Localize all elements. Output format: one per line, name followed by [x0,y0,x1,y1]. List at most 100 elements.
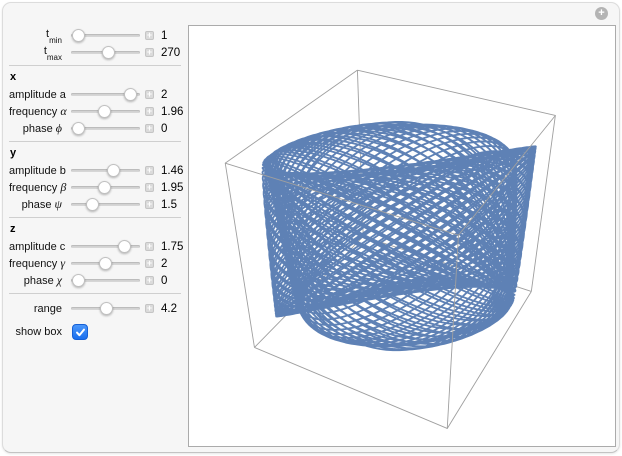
section-heading-y: y [10,147,17,159]
symbol-frequency-alpha: α [60,104,67,118]
expand-input-button-frequency-gamma[interactable]: + [145,258,154,268]
expand-input-button-range[interactable]: + [145,303,154,313]
slider-phase-psi[interactable] [71,198,140,211]
slider-amplitude-a[interactable] [71,88,140,101]
expand-input-button-amplitude-a[interactable]: + [145,89,154,99]
slider-thumb[interactable] [72,29,86,42]
control-row-phase-chi: phase χ +0 [9,272,181,289]
plot-panel [188,25,616,447]
slider-amplitude-c[interactable] [71,240,140,253]
expand-input-button-amplitude-b[interactable]: + [145,165,154,175]
slider-track[interactable] [71,93,140,96]
symbol-phase-phi: ϕ [55,121,62,135]
label-amplitude-a: amplitude a [9,88,66,101]
slider-range[interactable] [71,302,140,315]
control-row-range: range +4.2 [9,300,181,317]
value-amplitude-a: 2 [161,88,168,101]
lissajous-3d-plot[interactable] [189,26,615,446]
control-row-amplitude-a: amplitude a +2 [9,86,181,103]
control-row-frequency-alpha: frequency α +1.96 [9,103,184,120]
checkmark-icon [75,328,85,336]
symbol-frequency-gamma: γ [60,256,66,270]
section-divider [9,217,181,218]
value-amplitude-c: 1.75 [161,240,184,253]
value-t-min: 1 [161,29,168,42]
control-row-amplitude-c: amplitude c +1.75 [9,238,184,255]
label-show-box: show box [15,326,62,338]
expand-input-button-amplitude-c[interactable]: + [145,241,154,251]
expand-plus-icon[interactable]: + [595,7,608,20]
label-phase-chi: phase χ [23,273,62,287]
expand-input-button-frequency-beta[interactable]: + [145,182,154,192]
value-phase-chi: 0 [161,274,168,287]
expand-input-button-phase-chi[interactable]: + [145,275,154,285]
expand-input-button-frequency-alpha[interactable]: + [145,106,154,116]
control-row-t-min: tmin +1 [9,27,181,44]
value-frequency-gamma: 2 [161,257,168,270]
label-frequency-gamma: frequency γ [9,256,66,270]
slider-thumb[interactable] [72,122,86,135]
section-heading-x: x [10,71,17,83]
control-row-phase-phi: phase ϕ +0 [9,120,181,137]
section-divider [9,65,181,66]
label-amplitude-c: amplitude c [9,240,66,253]
slider-thumb[interactable] [99,257,112,270]
label-range: range [33,302,62,315]
slider-track[interactable] [71,169,140,172]
value-frequency-beta: 1.95 [161,181,184,194]
slider-track[interactable] [71,203,140,206]
slider-thumb[interactable] [85,198,99,211]
slider-thumb[interactable] [98,105,112,118]
symbol-phase-psi: ψ [54,197,62,211]
slider-phase-phi[interactable] [71,122,140,135]
control-row-show-box: show box [9,322,181,342]
slider-frequency-gamma[interactable] [71,257,140,270]
label-phase-phi: phase ϕ [22,121,62,135]
value-amplitude-b: 1.46 [161,164,184,177]
expand-input-button-t-max[interactable]: + [145,47,154,57]
slider-thumb[interactable] [100,302,114,315]
slider-thumb[interactable] [107,164,121,177]
slider-track[interactable] [71,127,140,130]
label-frequency-beta: frequency β [9,180,67,194]
slider-track[interactable] [71,245,140,248]
slider-phase-chi[interactable] [71,274,140,287]
slider-thumb[interactable] [72,274,86,287]
label-frequency-alpha: frequency α [9,104,67,118]
slider-amplitude-b[interactable] [71,164,140,177]
symbol-frequency-beta: β [60,180,67,194]
control-row-frequency-beta: frequency β +1.95 [9,179,184,196]
symbol-phase-chi: χ [56,273,62,287]
section-divider [9,293,181,294]
slider-thumb[interactable] [101,46,115,59]
value-phase-phi: 0 [161,122,168,135]
control-row-t-max: tmax +270 [9,44,181,61]
value-range: 4.2 [161,302,177,315]
slider-track[interactable] [71,279,140,282]
value-frequency-alpha: 1.96 [161,105,184,118]
control-row-frequency-gamma: frequency γ +2 [9,255,181,272]
show-box-checkbox[interactable] [72,324,88,340]
expand-input-button-phase-psi[interactable]: + [145,199,154,209]
section-divider [9,141,181,142]
slider-t-min[interactable] [71,29,140,42]
controls-panel: tmin +1 tmax +270 x amplitude a +2 frequency α +1… [9,27,184,342]
slider-thumb[interactable] [97,181,111,194]
label-phase-psi: phase ψ [21,197,62,211]
expand-input-button-t-min[interactable]: + [145,30,154,40]
label-amplitude-b: amplitude b [9,164,66,177]
control-row-phase-psi: phase ψ +1.5 [9,196,181,213]
label-t-max: tmax [43,45,62,62]
label-t-min: tmin [46,28,62,45]
control-row-amplitude-b: amplitude b +1.46 [9,162,184,179]
slider-track[interactable] [71,34,140,37]
slider-thumb[interactable] [118,240,131,253]
slider-thumb[interactable] [124,88,138,101]
slider-frequency-beta[interactable] [71,181,140,194]
expand-input-button-phase-phi[interactable]: + [145,123,154,133]
value-t-max: 270 [161,46,181,59]
section-heading-z: z [10,223,16,235]
slider-frequency-alpha[interactable] [71,105,140,118]
slider-t-max[interactable] [71,46,140,59]
